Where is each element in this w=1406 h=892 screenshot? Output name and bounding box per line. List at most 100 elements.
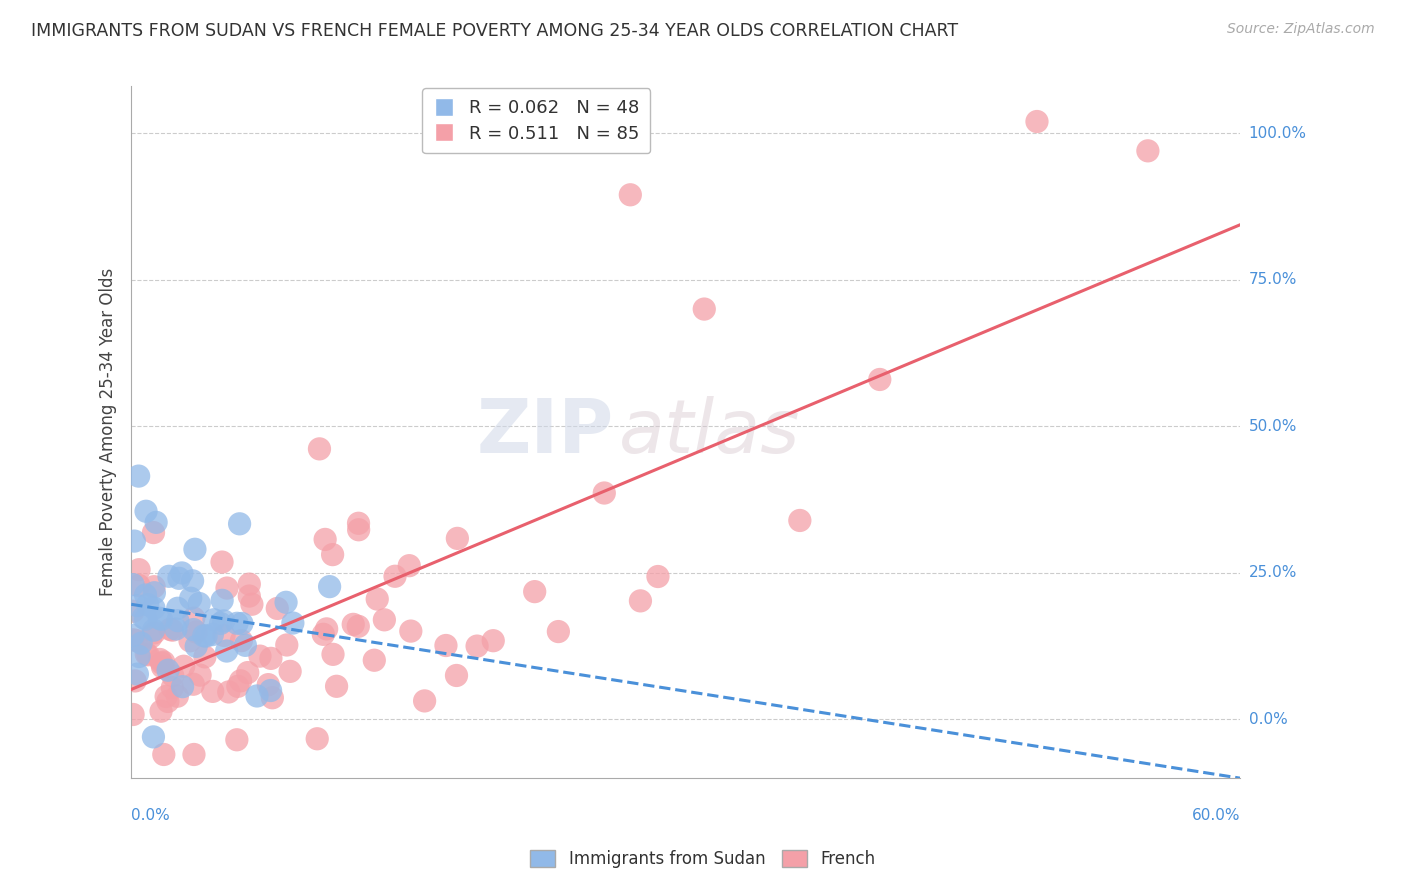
Point (212, 614, 235, 628)
Point (226, 679, 249, 693)
Point (446, 668, 468, 682)
Point (347, 619, 370, 633)
Point (136, 598, 159, 612)
Point (157, 663, 180, 677)
Text: 0.0%: 0.0% (1249, 712, 1288, 727)
Point (523, 584, 546, 599)
Point (165, 622, 187, 636)
Point (122, 577, 145, 591)
Point (218, 685, 240, 699)
Point (135, 504, 157, 518)
Point (215, 581, 238, 595)
Point (547, 624, 569, 639)
Point (128, 649, 150, 664)
Point (155, 690, 177, 704)
Point (413, 694, 436, 708)
Point (162, 681, 184, 695)
Point (183, 747, 205, 762)
Point (398, 558, 420, 573)
Point (188, 597, 211, 611)
Point (231, 633, 253, 648)
Point (172, 680, 194, 694)
Point (135, 647, 157, 661)
Point (240, 597, 263, 611)
Point (312, 627, 335, 641)
Point (869, 372, 891, 386)
Point (262, 690, 284, 705)
Point (482, 633, 505, 648)
Point (384, 569, 406, 583)
Point (128, 469, 150, 483)
Legend: R = 0.062   N = 48, R = 0.511   N = 85: R = 0.062 N = 48, R = 0.511 N = 85 (422, 88, 650, 153)
Point (647, 569, 669, 583)
Point (184, 542, 207, 557)
Point (266, 601, 288, 615)
Point (278, 665, 301, 679)
Point (201, 627, 224, 641)
Point (162, 623, 184, 637)
Point (129, 636, 152, 650)
Point (156, 694, 179, 708)
Point (183, 611, 205, 625)
Point (143, 586, 166, 600)
Point (143, 580, 166, 594)
Point (180, 591, 202, 606)
Point (259, 683, 281, 698)
Legend: Immigrants from Sudan, French: Immigrants from Sudan, French (524, 843, 882, 875)
Point (347, 516, 370, 531)
Point (142, 601, 165, 615)
Text: atlas: atlas (619, 396, 800, 468)
Text: Source: ZipAtlas.com: Source: ZipAtlas.com (1227, 22, 1375, 37)
Point (181, 574, 204, 588)
Point (347, 523, 370, 537)
Text: 50.0%: 50.0% (1249, 418, 1296, 434)
Point (228, 516, 250, 531)
Point (195, 629, 218, 643)
Text: 60.0%: 60.0% (1192, 808, 1240, 823)
Point (201, 684, 224, 698)
Point (257, 678, 280, 692)
Point (193, 629, 215, 643)
Point (142, 623, 165, 637)
Text: IMMIGRANTS FROM SUDAN VS FRENCH FEMALE POVERTY AMONG 25-34 YEAR OLDS CORRELATION: IMMIGRANTS FROM SUDAN VS FRENCH FEMALE P… (31, 22, 957, 40)
Point (139, 630, 162, 644)
Point (166, 614, 188, 628)
Point (152, 655, 174, 669)
Point (225, 732, 247, 747)
Point (142, 730, 165, 744)
Point (249, 649, 271, 664)
Point (231, 616, 253, 631)
Point (693, 301, 716, 316)
Point (173, 659, 195, 673)
Point (281, 615, 304, 630)
Point (322, 548, 344, 562)
Point (211, 555, 233, 569)
Point (132, 610, 155, 624)
Point (236, 665, 259, 680)
Point (1026, 114, 1049, 128)
Point (308, 442, 330, 456)
Point (125, 633, 148, 648)
Point (162, 668, 184, 682)
Point (229, 673, 252, 688)
Point (157, 569, 180, 583)
Point (342, 617, 364, 632)
Point (186, 625, 208, 640)
Point (124, 673, 146, 688)
Point (314, 533, 336, 547)
Point (366, 592, 388, 607)
Point (246, 689, 269, 703)
Point (145, 516, 167, 530)
Point (202, 613, 225, 627)
Point (128, 578, 150, 592)
Point (630, 594, 652, 608)
Point (148, 611, 170, 625)
Point (135, 612, 157, 626)
Point (619, 187, 641, 202)
Point (122, 628, 145, 642)
Point (373, 613, 395, 627)
Text: 75.0%: 75.0% (1249, 272, 1296, 287)
Point (152, 660, 174, 674)
Point (1136, 144, 1159, 158)
Point (322, 648, 344, 662)
